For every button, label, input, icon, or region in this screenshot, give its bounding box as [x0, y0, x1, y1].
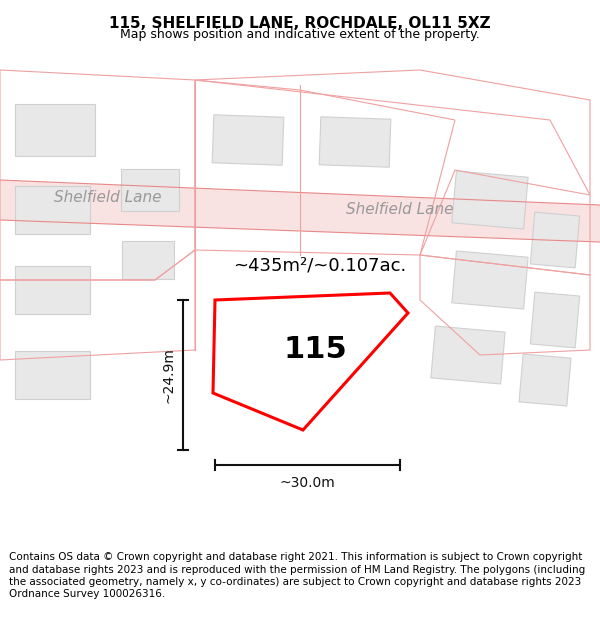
Text: Contains OS data © Crown copyright and database right 2021. This information is : Contains OS data © Crown copyright and d…	[9, 552, 585, 599]
Text: Shelfield Lane: Shelfield Lane	[54, 191, 162, 206]
Text: Shelfield Lane: Shelfield Lane	[346, 202, 454, 217]
Text: Map shows position and indicative extent of the property.: Map shows position and indicative extent…	[120, 28, 480, 41]
Text: ~435m²/~0.107ac.: ~435m²/~0.107ac.	[233, 256, 407, 274]
Bar	[452, 251, 528, 309]
Bar	[14, 186, 89, 234]
Bar	[14, 266, 89, 314]
Bar	[452, 171, 528, 229]
Bar	[431, 326, 505, 384]
Text: 115, SHELFIELD LANE, ROCHDALE, OL11 5XZ: 115, SHELFIELD LANE, ROCHDALE, OL11 5XZ	[109, 16, 491, 31]
Bar	[530, 212, 580, 268]
Text: ~30.0m: ~30.0m	[280, 476, 335, 490]
Bar	[519, 354, 571, 406]
Text: 115: 115	[283, 336, 347, 364]
Polygon shape	[0, 180, 600, 242]
Polygon shape	[213, 293, 408, 430]
Bar	[122, 241, 174, 279]
Bar	[14, 351, 89, 399]
Text: ~24.9m: ~24.9m	[162, 347, 176, 403]
Bar	[121, 169, 179, 211]
Bar	[319, 117, 391, 168]
Bar	[530, 292, 580, 348]
Bar	[15, 104, 95, 156]
Bar	[212, 115, 284, 165]
